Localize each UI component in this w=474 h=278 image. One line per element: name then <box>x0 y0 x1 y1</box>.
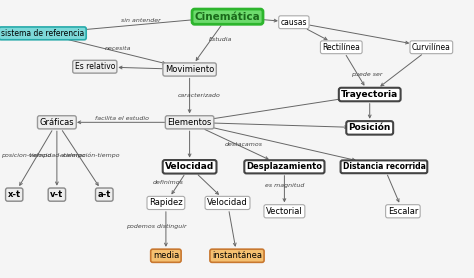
Text: Es relativo: Es relativo <box>74 62 115 71</box>
Text: instantánea: instantánea <box>212 251 262 260</box>
Text: necesita: necesita <box>104 46 131 51</box>
Text: posicion-tiempo: posicion-tiempo <box>1 153 51 158</box>
Text: sistema de referencia: sistema de referencia <box>1 29 84 38</box>
Text: es magnitud: es magnitud <box>264 183 304 188</box>
Text: Movimiento: Movimiento <box>165 65 214 74</box>
Text: Desplazamiento: Desplazamiento <box>246 162 322 171</box>
Text: Posición: Posición <box>348 123 391 132</box>
Text: Elementos: Elementos <box>167 118 212 127</box>
Text: velocidad- tiempo: velocidad- tiempo <box>28 153 85 158</box>
Text: sin antender: sin antender <box>121 18 161 23</box>
Text: Rapidez: Rapidez <box>149 198 182 207</box>
Text: a-t: a-t <box>98 190 111 199</box>
Text: Escalar: Escalar <box>388 207 418 216</box>
Text: Rectilínea: Rectilínea <box>322 43 360 52</box>
Text: caracterizado: caracterizado <box>178 93 220 98</box>
Text: media: media <box>153 251 179 260</box>
Text: aceleración-tiempo: aceleración-tiempo <box>60 152 120 158</box>
Text: Distancia recorrida: Distancia recorrida <box>343 162 425 171</box>
Text: Gráficas: Gráficas <box>39 118 74 127</box>
Text: Vectorial: Vectorial <box>266 207 303 216</box>
Text: Cinemática: Cinemática <box>195 12 260 22</box>
Text: v-t: v-t <box>50 190 64 199</box>
Text: podemos distinguir: podemos distinguir <box>126 224 187 229</box>
Text: facilita el estudio: facilita el estudio <box>95 116 149 121</box>
Text: puede ser: puede ser <box>351 72 383 77</box>
Text: Velocidad: Velocidad <box>207 198 248 207</box>
Text: causas: causas <box>281 18 307 27</box>
Text: Trayectoria: Trayectoria <box>341 90 398 99</box>
Text: destacamos: destacamos <box>225 142 263 147</box>
Text: definimos: definimos <box>153 180 183 185</box>
Text: Curvilínea: Curvilínea <box>412 43 451 52</box>
Text: x-t: x-t <box>8 190 21 199</box>
Text: Estudia: Estudia <box>209 37 232 42</box>
Text: Velocidad: Velocidad <box>165 162 214 171</box>
